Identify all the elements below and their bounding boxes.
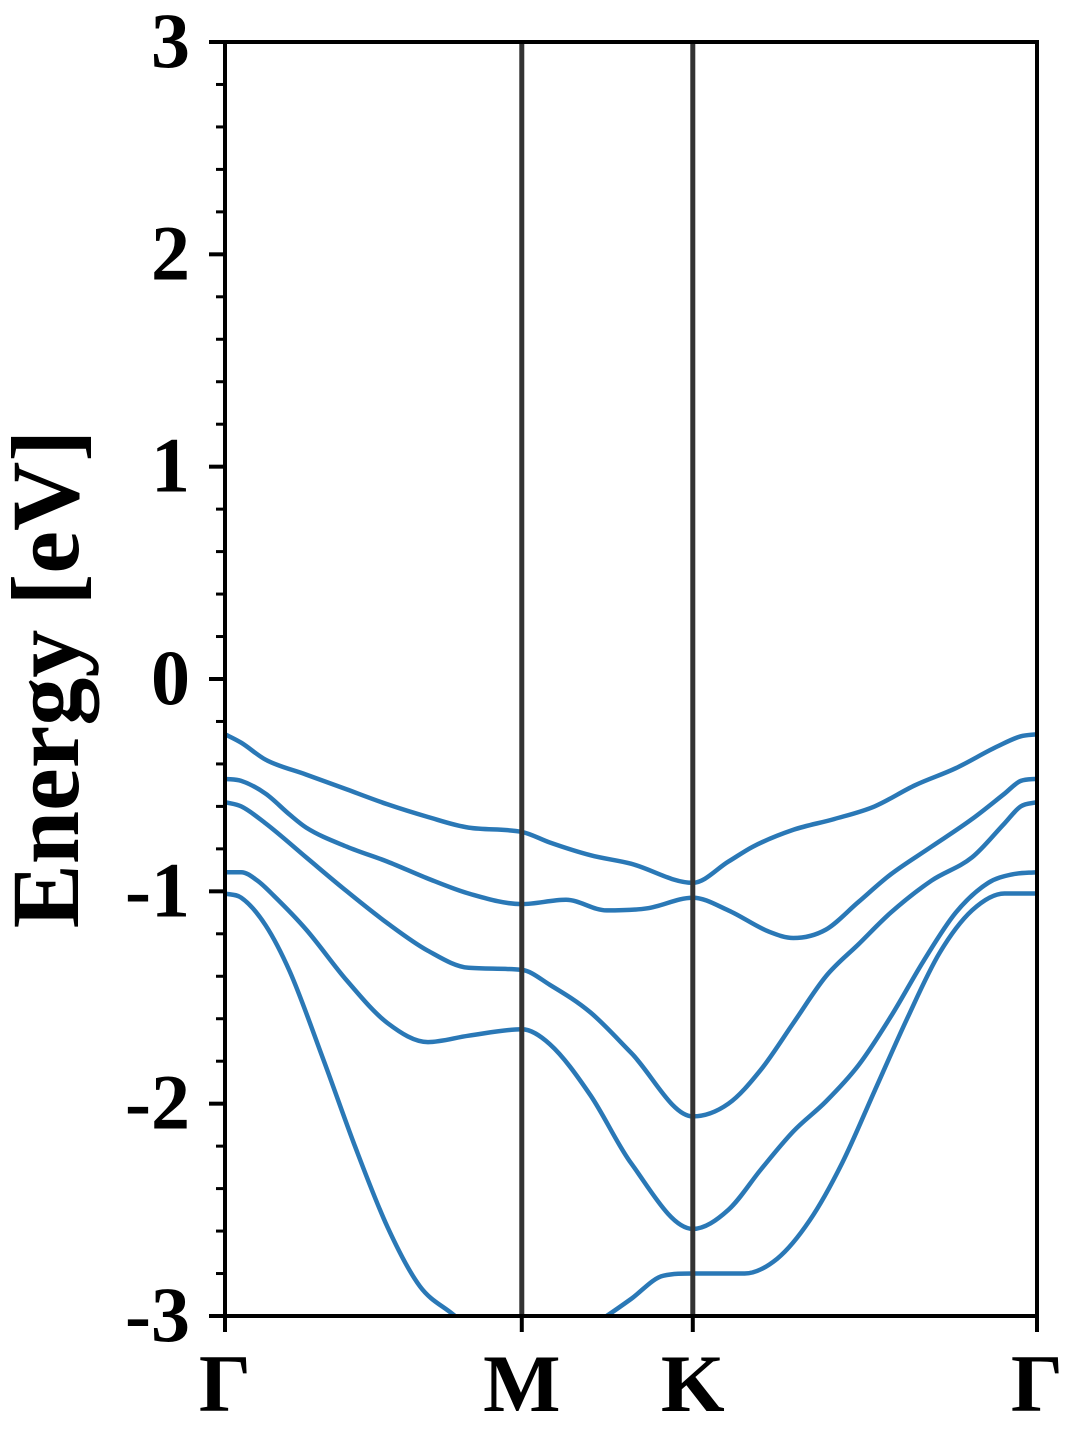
y-tick-label: -3 [125,1271,190,1358]
y-axis-ticks: 3 2 1 0 -1 -2 -3 [125,0,225,1358]
y-tick-label: 2 [151,209,190,296]
band-line-5 [225,891,459,1316]
x-tick-label-K: K [661,1338,725,1429]
x-tick-label-Γ: Γ [199,1338,251,1429]
y-tick-label: -1 [125,846,190,933]
band-line-6 [602,891,1037,1316]
y-axis-label: Energy [eV] [0,430,99,929]
x-tick-label-M: M [483,1338,560,1429]
bands-group [225,731,1037,1316]
y-tick-label: 1 [151,422,190,509]
high-symmetry-lines [519,42,696,1316]
band-line-3 [225,799,1037,1119]
band-line-4 [225,869,1037,1232]
y-tick-label: 3 [151,0,190,84]
band-line-1 [225,731,1037,886]
band-line-2 [225,776,1037,941]
x-tick-label-Γ: Γ [1011,1338,1063,1429]
y-tick-label: 0 [151,634,190,721]
y-tick-label: -2 [125,1059,190,1146]
